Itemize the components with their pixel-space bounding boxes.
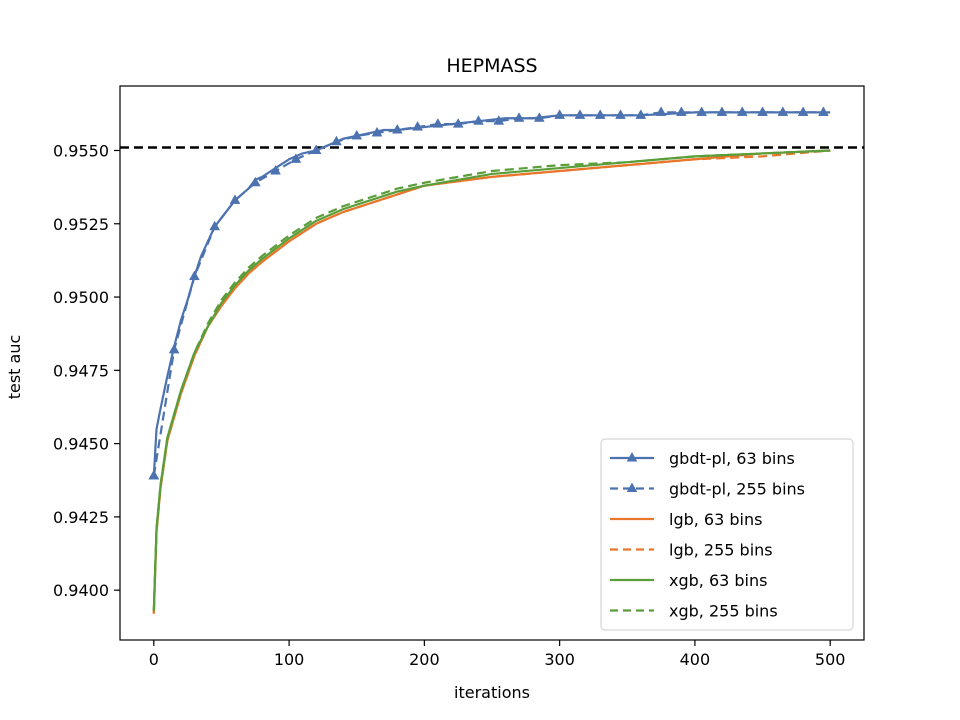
legend-marker-0 xyxy=(626,451,638,462)
series-1-marker xyxy=(594,109,606,119)
legend-label-4: xgb, 63 bins xyxy=(669,571,767,590)
series-1-marker xyxy=(371,126,383,137)
series-layer xyxy=(152,111,831,614)
axes-layer: 0 100 200 300 400 500 0.9400 0.9425 0.9450 0.9475… xyxy=(53,85,865,669)
legend-box xyxy=(600,438,854,631)
series-1-marker xyxy=(270,164,281,175)
series-1-marker xyxy=(351,129,363,140)
series-line-5 xyxy=(152,149,831,611)
series-1-marker xyxy=(635,109,647,119)
series-1-marker xyxy=(493,115,505,125)
x-tick-label: 100 xyxy=(274,650,305,669)
series-1-marker xyxy=(676,106,687,116)
series-1-marker xyxy=(473,115,484,125)
series-1-marker xyxy=(249,176,261,187)
legend-label-0: gbdt-pl, 63 bins xyxy=(669,449,795,468)
x-tick-label: 300 xyxy=(544,650,575,669)
y-tick-label: 0.9525 xyxy=(53,215,109,234)
series-1-marker xyxy=(655,106,667,116)
series-1-marker xyxy=(432,118,444,128)
y-tick-label: 0.9400 xyxy=(53,581,109,600)
series-1-marker xyxy=(452,118,464,128)
series-1-marker xyxy=(615,109,626,119)
y-tick-label: 0.9450 xyxy=(53,435,109,454)
series-line-3 xyxy=(152,149,831,614)
series-1-marker xyxy=(310,144,322,155)
y-tick-label: 0.9475 xyxy=(53,361,109,380)
series-1-marker xyxy=(391,123,403,134)
series-1-marker xyxy=(818,106,829,116)
legend-marker-1 xyxy=(626,482,638,493)
series-1-marker xyxy=(168,343,180,354)
legend-label-1: gbdt-pl, 255 bins xyxy=(669,480,805,499)
x-tick-label: 200 xyxy=(409,650,440,669)
series-1-marker xyxy=(797,106,809,116)
x-axis-title: iterations xyxy=(454,683,530,702)
x-tick-label: 0 xyxy=(149,650,159,669)
series-1-marker xyxy=(736,106,748,116)
y-tick-label: 0.9425 xyxy=(53,508,109,527)
legend: gbdt-pl, 63 bins gbdt-pl, 255 bins lgb, 63… xyxy=(600,438,854,631)
series-1-marker xyxy=(209,220,221,231)
series-1-marker xyxy=(290,153,302,163)
series-1-marker xyxy=(331,135,342,146)
series-1-marker xyxy=(189,270,200,281)
series-1-marker xyxy=(229,194,241,204)
legend-label-2: lgb, 63 bins xyxy=(669,510,762,529)
series-line-4 xyxy=(152,149,831,611)
series-1-marker xyxy=(777,106,789,116)
y-tick-label: 0.9500 xyxy=(53,288,109,307)
series-1-marker xyxy=(412,121,423,131)
legend-label-3: lgb, 255 bins xyxy=(669,541,773,560)
y-tick-label: 0.9550 xyxy=(53,141,109,160)
x-tick-label: 500 xyxy=(815,650,846,669)
series-1-marker xyxy=(533,112,545,122)
marker-layer xyxy=(148,106,829,480)
series-1-marker xyxy=(696,106,708,116)
series-1-marker xyxy=(757,106,768,116)
legend-label-5: xgb, 255 bins xyxy=(669,602,778,621)
plot-frame xyxy=(119,85,865,641)
series-0-marker xyxy=(148,469,160,480)
series-1-marker xyxy=(574,109,586,119)
x-tick-label: 400 xyxy=(680,650,711,669)
chart-title: HEPMASS xyxy=(446,55,537,77)
series-1-marker xyxy=(513,112,525,122)
y-axis-title: test auc xyxy=(5,335,24,400)
series-1-marker xyxy=(554,109,566,119)
series-1-marker xyxy=(716,106,728,116)
series-line-0 xyxy=(152,111,831,476)
